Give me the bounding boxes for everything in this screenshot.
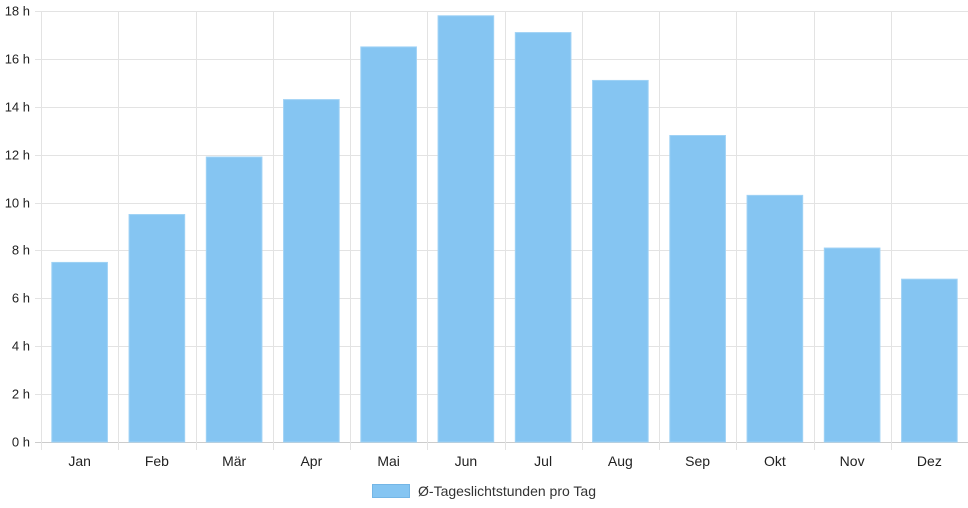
x-tick-label: Apr [300,453,322,469]
x-tick-label: Feb [145,453,169,469]
bar-Jan [51,261,108,443]
x-tick-label: Mai [377,453,400,469]
legend-swatch [372,484,411,498]
legend-label: Ø-Tageslichtstunden pro Tag [418,483,596,499]
bar-Dez [901,278,958,443]
x-tick-label: Jul [534,453,552,469]
x-tick-label: Sep [685,453,710,469]
bar-chart: 0 h 2 h 4 h 6 h 8 h 10 h 12 h 14 h 16 h 18 h Jan Fe… [5,4,968,469]
y-tick-label: 16 h [5,52,30,67]
y-tick-label: 18 h [5,4,30,19]
bar-Jul [514,32,572,443]
x-tick-label: Jan [68,453,91,469]
bar-Aug [592,79,649,443]
bar-Apr [283,99,340,443]
bar-Mai [360,46,417,443]
x-tick-label: Aug [608,453,633,469]
y-tick-label: 2 h [12,387,30,402]
bar-Sep [669,135,726,443]
x-tick-label: Okt [764,453,786,469]
bar-Nov [823,247,881,443]
y-tick-label: 12 h [5,148,30,163]
y-tick-label: 6 h [12,291,30,306]
x-tick-label: Dez [917,453,942,469]
legend[interactable]: Ø-Tageslichtstunden pro Tag [0,480,968,502]
bar-Okt [746,194,804,443]
y-tick-label: 8 h [12,243,30,258]
bar-Mär [205,156,263,443]
y-tick-label: 0 h [12,435,30,450]
y-tick-label: 4 h [12,339,30,354]
bar-Jun [437,15,495,443]
x-tick-label: Mär [222,453,246,469]
bar-Feb [128,214,186,443]
x-tick-label: Nov [840,453,865,469]
x-tick-label: Jun [455,453,478,469]
y-tick-label: 10 h [5,196,30,211]
y-tick-label: 14 h [5,100,30,115]
